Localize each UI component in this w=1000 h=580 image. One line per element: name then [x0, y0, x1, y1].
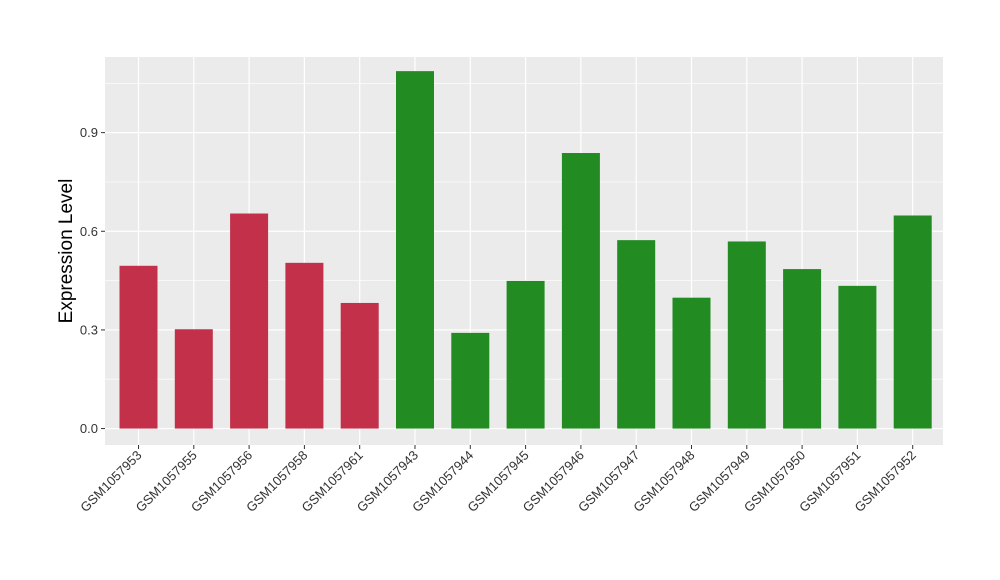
bar-GSM1057955 [174, 329, 213, 429]
y-tick-label: 0.6 [80, 224, 98, 239]
bar-GSM1057949 [727, 241, 766, 429]
bar-GSM1057953 [119, 265, 158, 429]
bar-GSM1057956 [230, 213, 269, 429]
y-tick-label: 0.3 [80, 322, 98, 337]
y-axis-title: Expression Level [56, 179, 77, 324]
bar-GSM1057947 [617, 240, 656, 429]
bar-GSM1057961 [340, 302, 379, 429]
bar-GSM1057951 [838, 285, 877, 429]
bar-GSM1057950 [783, 269, 822, 429]
bar-GSM1057958 [285, 262, 324, 429]
bar-GSM1057945 [506, 280, 545, 429]
y-tick-label: 0.0 [80, 421, 98, 436]
bar-GSM1057948 [672, 297, 711, 429]
x-axis: GSM1057953GSM1057955GSM1057956GSM1057958… [77, 445, 919, 515]
bar-GSM1057946 [561, 153, 600, 429]
y-axis: 0.0 0.3 0.6 0.9 [80, 125, 105, 436]
bars [119, 71, 932, 429]
bar-GSM1057944 [451, 332, 490, 429]
y-tick-label: 0.9 [80, 125, 98, 140]
bar-GSM1057943 [396, 71, 434, 429]
bar-GSM1057952 [893, 215, 932, 429]
